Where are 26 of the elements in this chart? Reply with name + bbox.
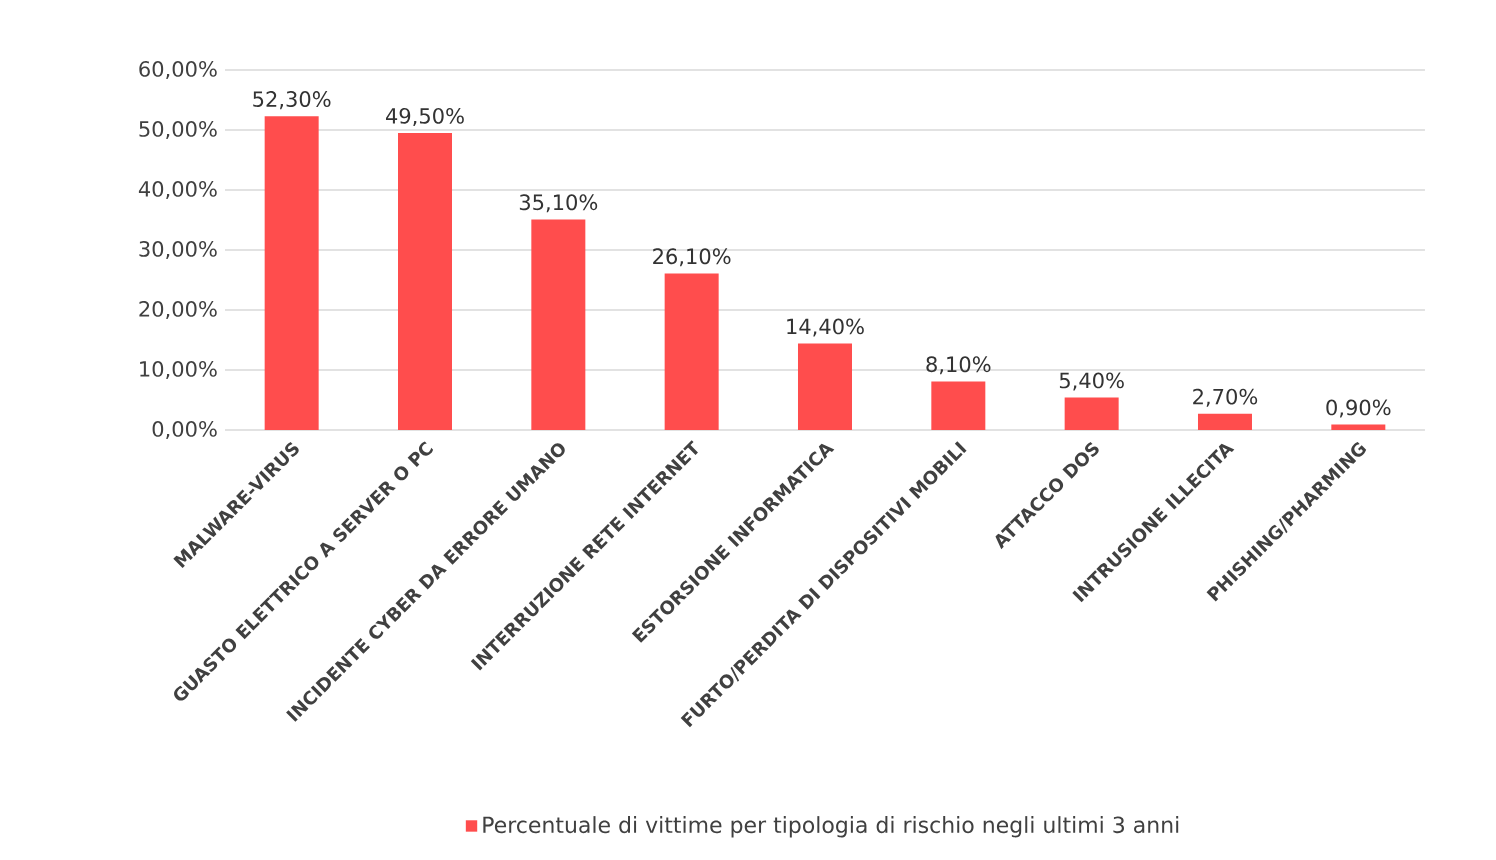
bar xyxy=(797,343,852,430)
data-label: 0,90% xyxy=(1326,399,1391,418)
y-tick-label: 40,00% xyxy=(138,180,217,200)
y-tick-label: 20,00% xyxy=(139,300,217,320)
data-label: 35,10% xyxy=(519,194,598,213)
bar xyxy=(264,116,319,430)
bar xyxy=(1197,413,1252,430)
data-label: 8,10% xyxy=(926,356,991,375)
legend-label: Percentuale di vittime per tipologia di rischio negli ultimi 3 anni xyxy=(483,816,1179,838)
bar xyxy=(531,219,586,430)
data-label: 14,40% xyxy=(787,318,864,337)
data-label: 5,40% xyxy=(1059,372,1124,391)
y-tick-label: 30,00% xyxy=(139,240,217,260)
bar xyxy=(1064,397,1119,430)
bar xyxy=(931,381,986,430)
y-tick-label: 10,00% xyxy=(140,360,217,380)
bar xyxy=(398,133,452,430)
bar xyxy=(664,273,719,430)
data-label: 2,70% xyxy=(1193,388,1258,407)
y-tick-label: 60,00% xyxy=(139,60,217,80)
data-label: 52,30% xyxy=(253,91,331,110)
data-label: 26,10% xyxy=(653,248,731,267)
y-tick-label: 50,00% xyxy=(139,120,217,140)
data-label: 49,50% xyxy=(386,107,464,126)
bar xyxy=(1331,424,1386,430)
y-tick-label: 0,00% xyxy=(152,420,217,440)
